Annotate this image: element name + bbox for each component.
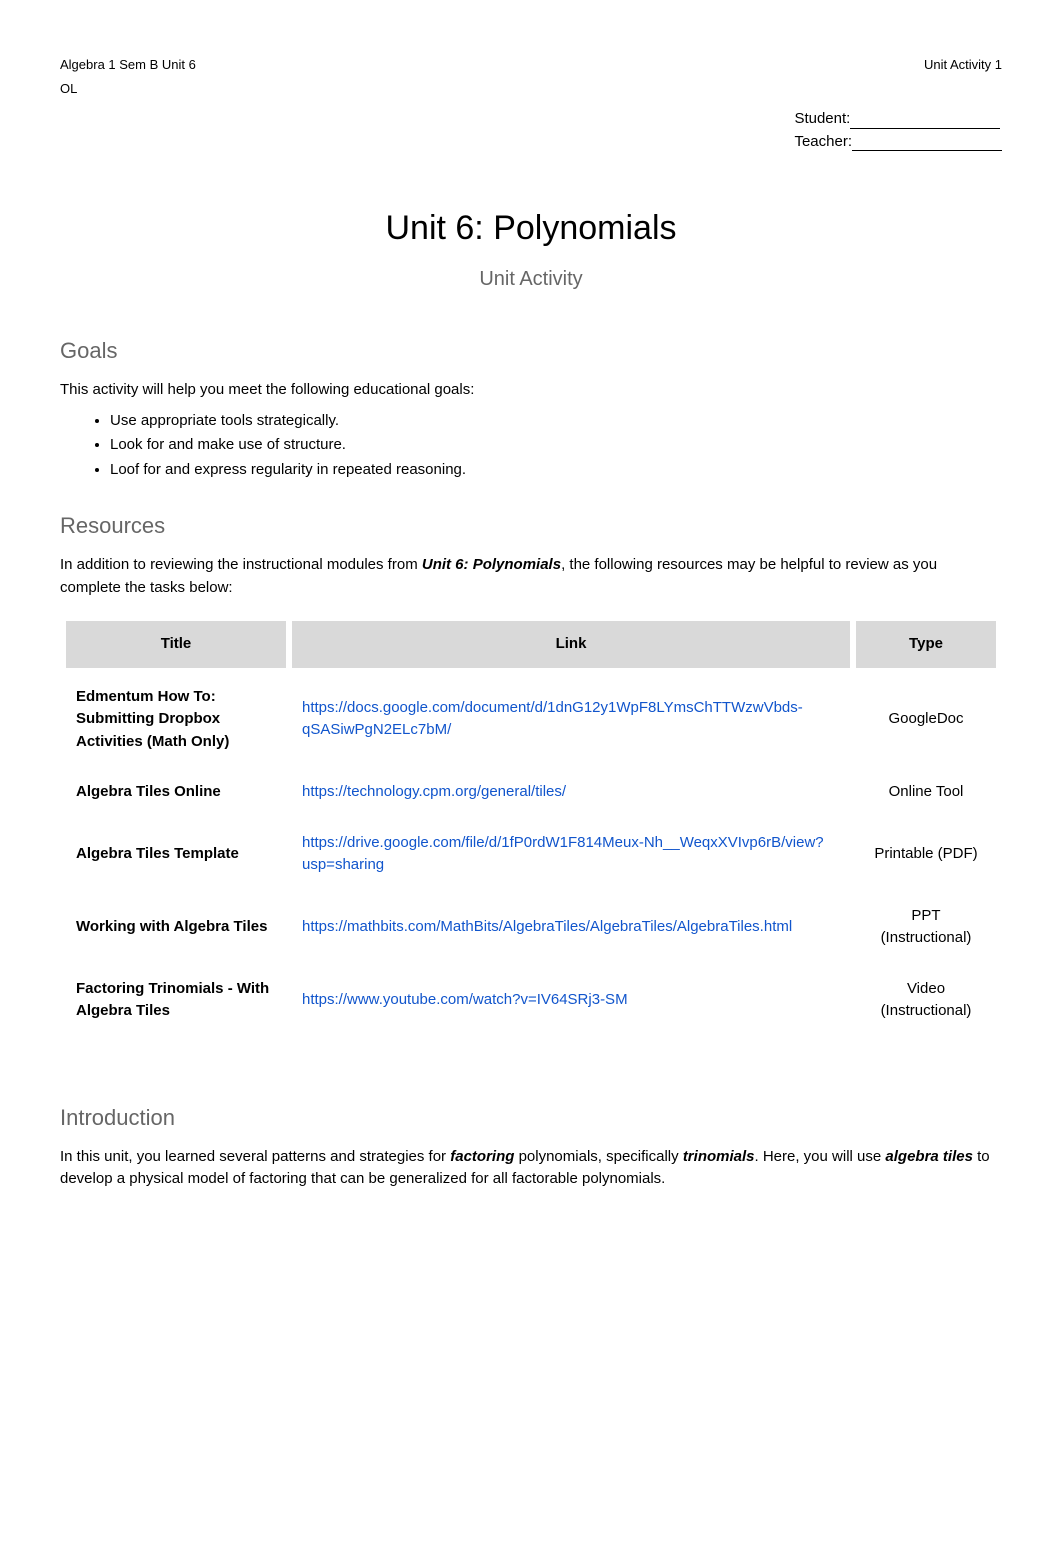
resource-link-cell: https://technology.cpm.org/general/tiles… (292, 771, 850, 814)
resource-link[interactable]: https://drive.google.com/file/d/1fP0rdW1… (302, 834, 824, 874)
resource-type: Video (Instructional) (856, 968, 996, 1033)
goal-item: Use appropriate tools strategically. (110, 410, 1002, 433)
resources-table: Title Link Type Edmentum How To: Submitt… (60, 613, 1002, 1041)
goal-item: Loof for and express regularity in repea… (110, 459, 1002, 482)
intro-text: In this unit, you learned several patter… (60, 1148, 450, 1165)
resource-link-cell: https://mathbits.com/MathBits/AlgebraTil… (292, 895, 850, 960)
page-title: Unit 6: Polynomials (60, 203, 1002, 254)
resource-type: PPT (Instructional) (856, 895, 996, 960)
resource-link-cell: https://docs.google.com/document/d/1dnG1… (292, 676, 850, 764)
intro-bold-factoring: factoring (450, 1148, 514, 1165)
teacher-label: Teacher: (794, 133, 852, 150)
table-row: Algebra Tiles Online https://technology.c… (66, 771, 996, 814)
table-row: Algebra Tiles Template https://drive.goog… (66, 822, 996, 887)
resources-heading: Resources (60, 509, 1002, 542)
resource-type: GoogleDoc (856, 676, 996, 764)
resource-title: Working with Algebra Tiles (66, 895, 286, 960)
resource-link-cell: https://www.youtube.com/watch?v=IV64SRj3… (292, 968, 850, 1033)
resources-intro-pre: In addition to reviewing the instruction… (60, 556, 422, 573)
col-header-title: Title (66, 621, 286, 668)
intro-bold-algebra-tiles: algebra tiles (885, 1148, 973, 1165)
resource-type: Online Tool (856, 771, 996, 814)
resource-type: Printable (PDF) (856, 822, 996, 887)
goal-item: Look for and make use of structure. (110, 434, 1002, 457)
intro-bold-trinomials: trinomials (683, 1148, 755, 1165)
goals-list: Use appropriate tools strategically. Loo… (110, 410, 1002, 482)
student-row: Student: (794, 108, 1002, 131)
resources-intro: In addition to reviewing the instruction… (60, 554, 1002, 599)
resource-title: Edmentum How To: Submitting Dropbox Acti… (66, 676, 286, 764)
resources-intro-bold: Unit 6: Polynomials (422, 556, 561, 573)
goals-heading: Goals (60, 334, 1002, 367)
resource-title: Algebra Tiles Template (66, 822, 286, 887)
introduction-paragraph: In this unit, you learned several patter… (60, 1146, 1002, 1191)
table-row: Edmentum How To: Submitting Dropbox Acti… (66, 676, 996, 764)
resource-link[interactable]: https://www.youtube.com/watch?v=IV64SRj3… (302, 991, 628, 1008)
teacher-input-line[interactable] (852, 150, 1002, 151)
table-row: Factoring Trinomials - With Algebra Tile… (66, 968, 996, 1033)
student-teacher-block: Student: Teacher: (794, 108, 1002, 153)
table-header-row: Title Link Type (66, 621, 996, 668)
resource-link-cell: https://drive.google.com/file/d/1fP0rdW1… (292, 822, 850, 887)
page-subtitle: Unit Activity (60, 264, 1002, 294)
resource-title: Algebra Tiles Online (66, 771, 286, 814)
goals-intro: This activity will help you meet the fol… (60, 379, 1002, 402)
teacher-row: Teacher: (794, 131, 1002, 154)
resource-link[interactable]: https://technology.cpm.org/general/tiles… (302, 783, 566, 800)
header-left-top: Algebra 1 Sem B Unit 6 (60, 55, 196, 75)
intro-text: polynomials, specifically (514, 1148, 682, 1165)
table-row: Working with Algebra Tiles https://mathbi… (66, 895, 996, 960)
intro-text: . Here, you will use (755, 1148, 886, 1165)
resource-link[interactable]: https://mathbits.com/MathBits/AlgebraTil… (302, 918, 792, 935)
header-left-sub: OL (60, 79, 1002, 99)
resources-tbody: Edmentum How To: Submitting Dropbox Acti… (66, 676, 996, 1033)
page-header: Algebra 1 Sem B Unit 6 Unit Activity 1 (60, 55, 1002, 75)
student-input-line[interactable] (850, 128, 1000, 129)
resource-title: Factoring Trinomials - With Algebra Tile… (66, 968, 286, 1033)
student-label: Student: (794, 110, 850, 127)
col-header-link: Link (292, 621, 850, 668)
resource-link[interactable]: https://docs.google.com/document/d/1dnG1… (302, 699, 803, 739)
header-right-top: Unit Activity 1 (924, 55, 1002, 75)
col-header-type: Type (856, 621, 996, 668)
introduction-heading: Introduction (60, 1101, 1002, 1134)
